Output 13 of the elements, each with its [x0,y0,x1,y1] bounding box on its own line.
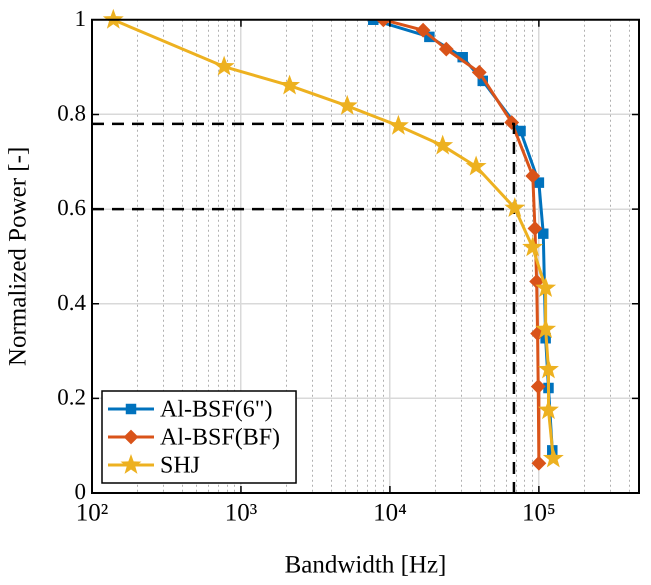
y-tick-label: 0.4 [57,290,86,315]
x-axis-title: Bandwidth [Hz] [284,552,446,579]
y-axis-title: Normalized Power [-] [4,146,32,366]
x-tick-label: 10⁴ [373,500,408,527]
y-tick-label: 0.8 [57,100,86,126]
x-tick-label: 10⁵ [522,500,556,527]
legend-label: Al-BSF(6") [160,396,272,422]
y-tick-label: 0.2 [57,384,86,410]
y-tick-label: 0.6 [57,195,86,220]
x-tick-label: 10³ [224,500,258,527]
y-tick-label: 1 [74,6,86,31]
legend-label: Al-BSF(BF) [160,424,280,450]
legend-label: SHJ [160,452,200,478]
